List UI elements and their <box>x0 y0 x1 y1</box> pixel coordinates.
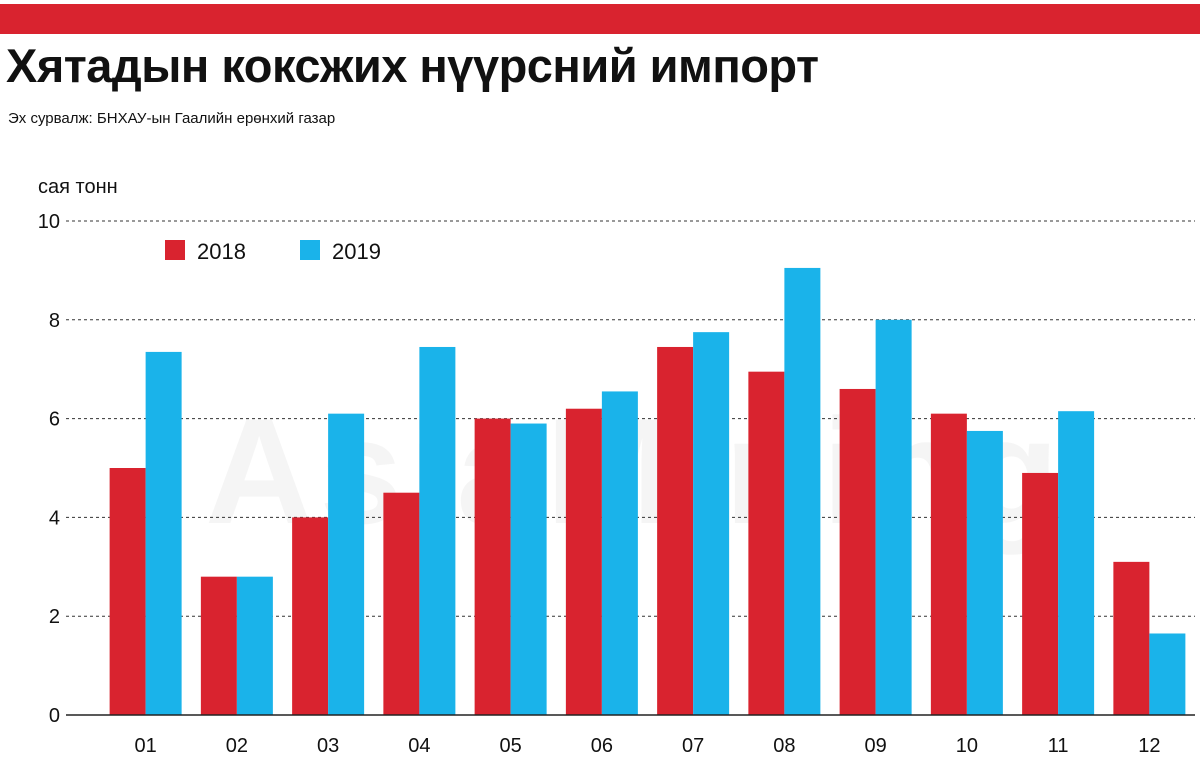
x-tick-label: 09 <box>865 735 887 757</box>
x-tick-label: 06 <box>591 735 613 757</box>
legend-swatch-2019 <box>300 240 320 260</box>
x-tick-label: 01 <box>135 735 157 757</box>
x-tick-label: 05 <box>500 735 522 757</box>
x-tick-label: 10 <box>956 735 978 757</box>
y-tick-label: 4 <box>49 507 60 529</box>
bar-2018-11 <box>1022 472 1059 715</box>
bar-2019-01 <box>145 351 182 715</box>
bar-2019-06 <box>601 391 638 715</box>
bar-2018-05 <box>474 418 511 715</box>
bar-2018-04 <box>383 492 420 715</box>
bar-2018-02 <box>200 576 237 715</box>
bar-2018-12 <box>1113 561 1150 715</box>
bar-2019-08 <box>784 267 821 715</box>
x-tick-label: 04 <box>408 735 430 757</box>
bar-2018-10 <box>930 413 967 715</box>
x-tick-label: 08 <box>773 735 795 757</box>
y-axis-label: сая тонн <box>38 176 118 198</box>
bar-2019-09 <box>875 319 912 715</box>
y-tick-label: 0 <box>49 705 60 727</box>
y-tick-label: 8 <box>49 310 60 332</box>
bar-2018-03 <box>292 517 329 715</box>
y-tick-label: 6 <box>49 409 60 431</box>
x-tick-label: 07 <box>682 735 704 757</box>
bar-2019-10 <box>966 430 1003 715</box>
legend-label: 2018 <box>197 239 246 264</box>
bar-2018-01 <box>109 468 146 715</box>
x-tick-label: 11 <box>1048 735 1069 757</box>
header-accent-bar <box>0 4 1200 34</box>
x-tick-label: 02 <box>226 735 248 757</box>
legend-swatch-2018 <box>165 240 185 260</box>
bar-2019-02 <box>236 576 273 715</box>
y-tick-label: 10 <box>38 211 60 233</box>
bar-2019-05 <box>510 423 547 715</box>
bar-2018-07 <box>657 346 694 715</box>
x-tick-label: 12 <box>1138 735 1160 757</box>
bar-2018-09 <box>839 388 876 715</box>
y-tick-label: 2 <box>49 606 60 628</box>
bar-2019-07 <box>693 332 730 715</box>
x-tick-label: 03 <box>317 735 339 757</box>
legend-label: 2019 <box>332 239 381 264</box>
source-note: Эх сурвалж: БНХАУ-ын Гаалийн ерөнхий газ… <box>8 110 336 127</box>
bar-2019-04 <box>419 346 456 715</box>
bar-2019-11 <box>1058 411 1095 715</box>
bar-2019-03 <box>328 413 365 715</box>
bar-2018-06 <box>565 408 602 715</box>
bar-2018-08 <box>748 371 785 715</box>
page-title: Хятадын коксжих нүүрсний импорт <box>6 39 819 92</box>
bar-2019-12 <box>1149 633 1186 715</box>
